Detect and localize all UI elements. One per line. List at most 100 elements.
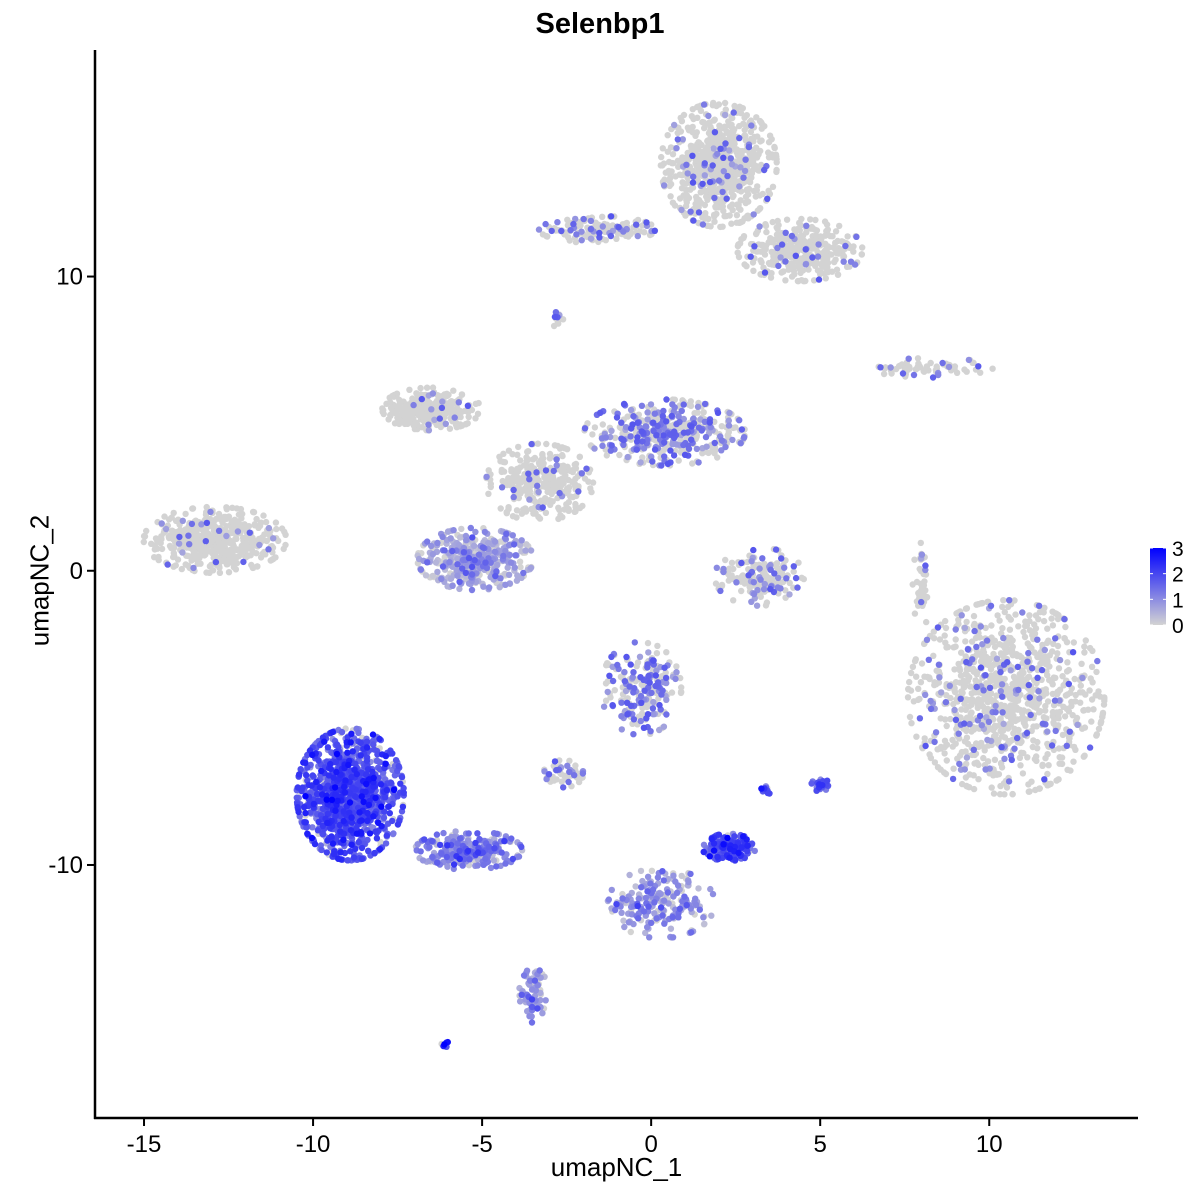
cell-point: [675, 457, 682, 464]
cell-point: [992, 702, 999, 710]
cell-point: [1041, 646, 1049, 654]
cell-point: [669, 151, 677, 158]
cell-point: [790, 267, 798, 275]
cell-point: [573, 231, 580, 238]
cell-point: [599, 223, 606, 230]
cell-point: [528, 986, 536, 993]
cell-point: [715, 177, 723, 184]
cell-point: [711, 212, 718, 219]
cell-point: [678, 172, 686, 179]
cell-point: [678, 872, 685, 880]
cell-point: [833, 249, 840, 257]
cell-point: [938, 689, 945, 696]
cell-point: [911, 657, 919, 665]
cell-point: [611, 687, 618, 694]
cell-point: [474, 862, 481, 869]
cell-point: [989, 365, 996, 372]
cell-point: [961, 624, 969, 632]
cell-point: [697, 152, 705, 159]
cell-point: [756, 205, 763, 212]
cell-point: [702, 152, 709, 159]
cell-point: [249, 508, 257, 516]
cell-point: [463, 537, 470, 544]
cell-point: [1045, 762, 1052, 769]
cell-point: [637, 459, 644, 466]
cell-point: [175, 540, 183, 547]
cell-point: [203, 569, 210, 576]
cell-point: [599, 442, 606, 449]
cell-point: [663, 696, 670, 703]
cell-point: [572, 762, 579, 769]
cell-point: [485, 490, 492, 497]
cell-point: [1020, 707, 1027, 714]
cell-point: [1044, 751, 1051, 758]
cell-point: [576, 453, 583, 460]
cell-point: [713, 564, 720, 571]
cell-point: [669, 934, 677, 941]
cell-point: [516, 558, 524, 565]
cell-point: [143, 527, 150, 535]
cell-point: [253, 550, 260, 557]
cell-point: [729, 436, 736, 444]
cell-point: [168, 514, 175, 521]
cell-point: [726, 212, 733, 219]
cell-point: [963, 666, 971, 673]
cell-point: [783, 216, 791, 223]
cell-point: [1020, 749, 1027, 757]
cell-point: [1065, 666, 1073, 674]
cell-point: [1055, 776, 1062, 783]
cell-point: [1095, 725, 1103, 732]
cell-point: [991, 756, 999, 763]
cell-point: [670, 872, 677, 879]
cell-point: [812, 216, 819, 224]
cell-point: [180, 529, 187, 536]
cell-point: [918, 660, 926, 667]
cell-point: [450, 527, 457, 534]
cell-point: [1087, 675, 1094, 682]
cell-point: [223, 506, 230, 513]
cell-point: [781, 564, 788, 571]
cell-point: [1044, 625, 1051, 632]
cell-point: [510, 493, 517, 501]
cell-point: [933, 363, 940, 370]
cell-point: [424, 538, 431, 545]
cell-point: [513, 507, 521, 514]
cell-point: [533, 474, 541, 482]
cell-point: [259, 550, 266, 558]
cell-point: [799, 267, 807, 274]
cell-point: [618, 726, 625, 733]
cell-point: [437, 393, 445, 400]
cell-point: [578, 237, 585, 244]
cell-point: [695, 459, 702, 466]
cell-point: [958, 649, 965, 656]
cell-point: [749, 155, 757, 163]
cell-point: [1073, 714, 1081, 722]
cell-point: [700, 101, 708, 108]
cell-point: [228, 518, 235, 525]
cell-point: [909, 663, 917, 670]
cell-point: [450, 387, 457, 394]
cell-point: [730, 192, 737, 199]
cell-point: [703, 443, 710, 450]
cell-point: [1078, 660, 1085, 667]
cell-point: [737, 440, 744, 447]
cell-point: [742, 193, 750, 200]
cell-point: [762, 602, 770, 609]
cell-point: [608, 886, 615, 894]
cell-point: [1001, 791, 1008, 798]
cell-point: [456, 411, 463, 419]
cell-point: [1007, 667, 1014, 674]
cell-point: [386, 399, 394, 406]
cell-point: [1055, 611, 1062, 619]
cell-point: [814, 253, 822, 260]
cell-point: [683, 199, 690, 206]
cell-point: [458, 422, 466, 429]
cell-point: [509, 532, 516, 539]
cell-point: [739, 148, 746, 155]
cell-point: [522, 547, 529, 554]
cell-point: [468, 406, 476, 414]
cell-point: [527, 547, 535, 554]
cell-point: [936, 674, 943, 681]
cell-point: [1062, 623, 1069, 631]
cell-point: [798, 277, 805, 284]
